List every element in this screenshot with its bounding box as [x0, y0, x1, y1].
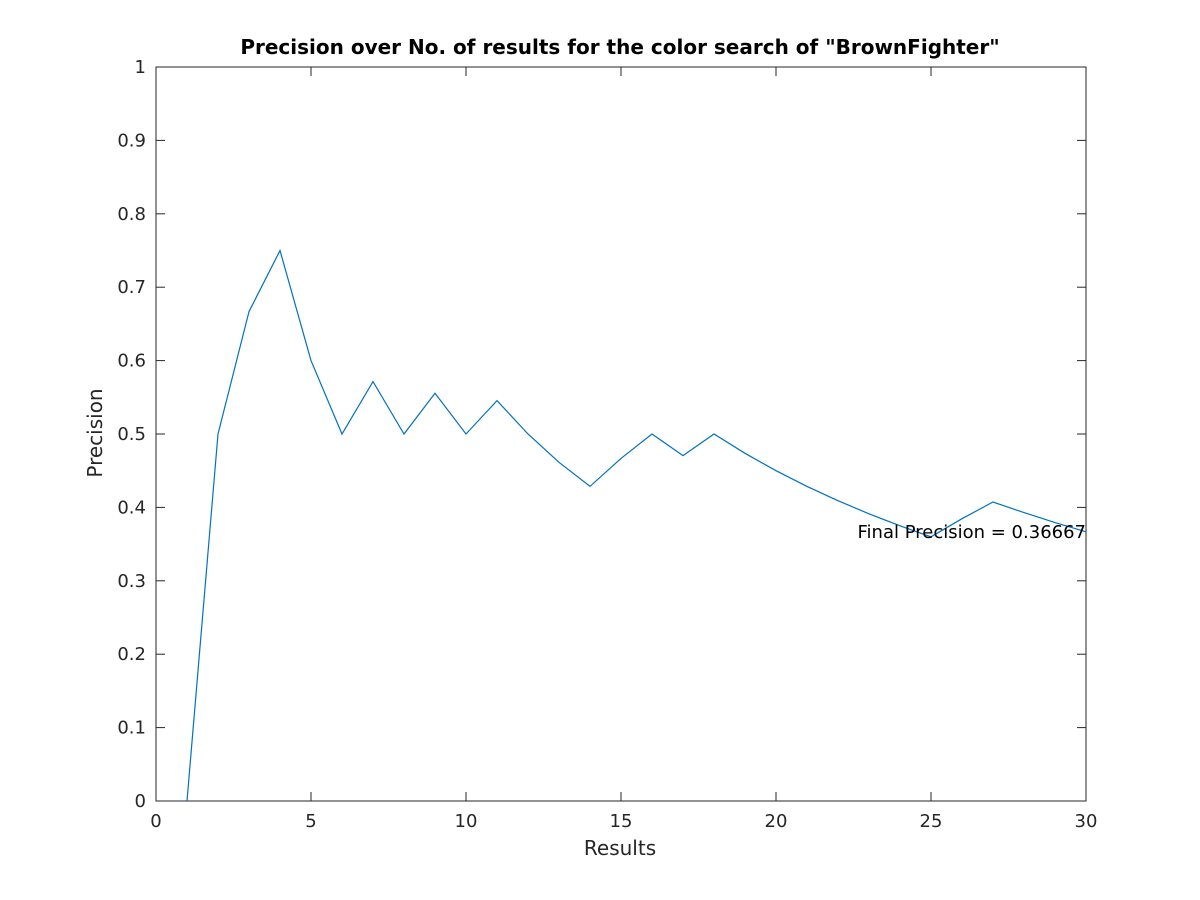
- y-tick-label: 1: [135, 57, 146, 78]
- x-axis-label: Results: [584, 836, 656, 860]
- y-tick-label: 0.5: [117, 424, 146, 445]
- y-tick-label: 0.6: [117, 351, 146, 372]
- x-tick-label: 25: [920, 811, 943, 832]
- plot-area: 0 5 10 15 20 25 30 0 0.1 0.2 0.3 0.4 0.5 0.6 0.7 0.8 0.9…: [117, 57, 1097, 832]
- x-tick-label: 0: [150, 811, 161, 832]
- x-tick-label: 5: [305, 811, 316, 832]
- x-tick-label: 10: [455, 811, 478, 832]
- y-tick-label: 0.1: [117, 718, 146, 739]
- y-tick-label: 0.2: [117, 644, 146, 665]
- y-axis-label: Precision: [83, 388, 107, 477]
- y-tick-label: 0.7: [117, 277, 146, 298]
- y-tick-label: 0: [135, 791, 146, 812]
- x-tick-label: 30: [1075, 811, 1098, 832]
- final-precision-annotation: Final Precision = 0.36667: [858, 522, 1086, 543]
- y-tick-label: 0.3: [117, 571, 146, 592]
- y-tick-label: 0.8: [117, 204, 146, 225]
- x-tick-label: 20: [765, 811, 788, 832]
- chart-title: Precision over No. of results for the co…: [240, 35, 999, 59]
- y-tick-label: 0.4: [117, 497, 146, 518]
- y-tick-label: 0.9: [117, 130, 146, 151]
- x-tick-label: 15: [610, 811, 633, 832]
- precision-series-line: [186, 248, 1087, 802]
